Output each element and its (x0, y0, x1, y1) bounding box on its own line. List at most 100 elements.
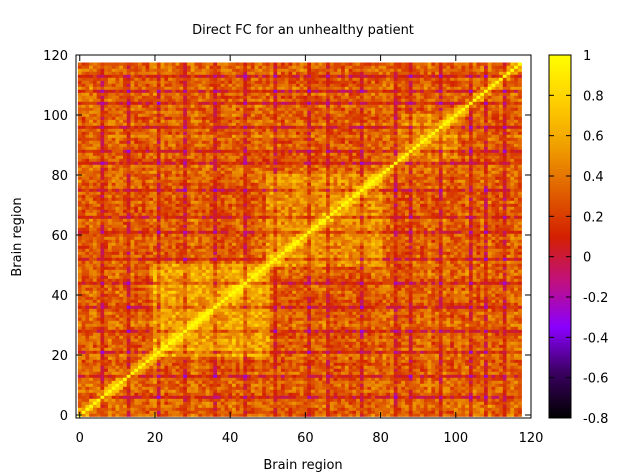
heatmap-cell (171, 401, 176, 405)
heatmap-cell (175, 203, 180, 207)
heatmap-cell (123, 128, 128, 132)
heatmap-cell (119, 326, 124, 330)
heatmap-cell (160, 101, 165, 105)
heatmap-cell (232, 212, 237, 216)
heatmap-cell (85, 98, 90, 102)
heatmap-cell (119, 209, 124, 213)
heatmap-cell (171, 77, 176, 81)
heatmap-cell (100, 290, 105, 294)
heatmap-cell (205, 398, 210, 402)
heatmap-cell (194, 401, 199, 405)
heatmap-cell (100, 83, 105, 87)
heatmap-cell (217, 65, 222, 69)
heatmap-cell (228, 182, 233, 186)
heatmap-cell (141, 353, 146, 357)
heatmap-cell (228, 218, 233, 222)
heatmap-cell (179, 125, 184, 129)
heatmap-cell (205, 323, 210, 327)
heatmap-cell (111, 374, 116, 378)
heatmap-cell (205, 368, 210, 372)
heatmap-cell (130, 332, 135, 336)
heatmap-cell (190, 260, 195, 264)
heatmap-cell (186, 134, 191, 138)
heatmap-cell (89, 197, 94, 201)
heatmap-cell (77, 77, 82, 81)
heatmap-cell (119, 413, 124, 417)
heatmap-cell (85, 353, 90, 357)
heatmap-cell (123, 146, 128, 150)
heatmap-cell (198, 344, 203, 348)
heatmap-cell (130, 230, 135, 234)
heatmap-cell (164, 347, 169, 351)
heatmap-cell (156, 404, 161, 408)
heatmap-cell (138, 224, 143, 228)
heatmap-cell (111, 149, 116, 153)
heatmap-cell (213, 98, 218, 102)
heatmap-cell (85, 359, 90, 363)
heatmap-cell (232, 395, 237, 399)
heatmap-cell (81, 224, 86, 228)
heatmap-cell (104, 185, 109, 189)
heatmap-cell (156, 278, 161, 282)
heatmap-cell (205, 131, 210, 135)
heatmap-cell (224, 62, 229, 66)
heatmap-cell (130, 299, 135, 303)
heatmap-cell (217, 263, 222, 267)
heatmap-cell (115, 113, 120, 117)
heatmap-cell (77, 200, 82, 204)
heatmap-cell (217, 383, 222, 387)
heatmap-cell (138, 344, 143, 348)
heatmap-cell (85, 299, 90, 303)
heatmap-cell (145, 251, 150, 255)
heatmap-cell (179, 320, 184, 324)
heatmap-cell (96, 71, 101, 75)
heatmap-cell (175, 68, 180, 72)
heatmap-cell (104, 278, 109, 282)
heatmap-cell (126, 338, 131, 342)
heatmap-cell (228, 137, 233, 141)
heatmap-cell (134, 362, 139, 366)
heatmap-cell (175, 119, 180, 123)
heatmap-cell (179, 71, 184, 75)
heatmap-cell (111, 185, 116, 189)
heatmap-cell (111, 320, 116, 324)
heatmap-cell (149, 176, 154, 180)
heatmap-cell (175, 368, 180, 372)
heatmap-cell (85, 338, 90, 342)
heatmap-cell (134, 404, 139, 408)
heatmap-cell (232, 218, 237, 222)
heatmap-cell (104, 245, 109, 249)
heatmap-cell (104, 311, 109, 315)
heatmap-cell (205, 278, 210, 282)
heatmap-cell (224, 215, 229, 219)
heatmap-cell (89, 179, 94, 183)
heatmap-cell (205, 62, 210, 66)
heatmap-cell (134, 128, 139, 132)
heatmap-cell (85, 362, 90, 366)
heatmap-cell (205, 353, 210, 357)
heatmap-cell (186, 107, 191, 111)
heatmap-cell (145, 203, 150, 207)
heatmap-cell (186, 92, 191, 96)
heatmap-cell (205, 380, 210, 384)
heatmap-cell (201, 143, 207, 147)
heatmap-cell (228, 206, 233, 210)
heatmap-cell (171, 95, 176, 99)
heatmap-cell (183, 104, 188, 108)
heatmap-cell (224, 95, 229, 99)
heatmap-cell (168, 71, 173, 75)
heatmap-cell (164, 89, 169, 93)
heatmap-cell (213, 209, 218, 213)
heatmap-cell (205, 386, 210, 390)
heatmap-cell (205, 287, 210, 291)
heatmap-cell (123, 314, 128, 318)
heatmap-cell (175, 86, 180, 90)
heatmap-cell (111, 128, 116, 132)
heatmap-cell (145, 278, 150, 282)
heatmap-cell (205, 266, 210, 270)
heatmap-cell (164, 410, 169, 414)
heatmap-cell (168, 395, 173, 399)
heatmap-cell (89, 404, 94, 408)
heatmap-cell (171, 188, 176, 192)
heatmap-cell (104, 395, 109, 399)
